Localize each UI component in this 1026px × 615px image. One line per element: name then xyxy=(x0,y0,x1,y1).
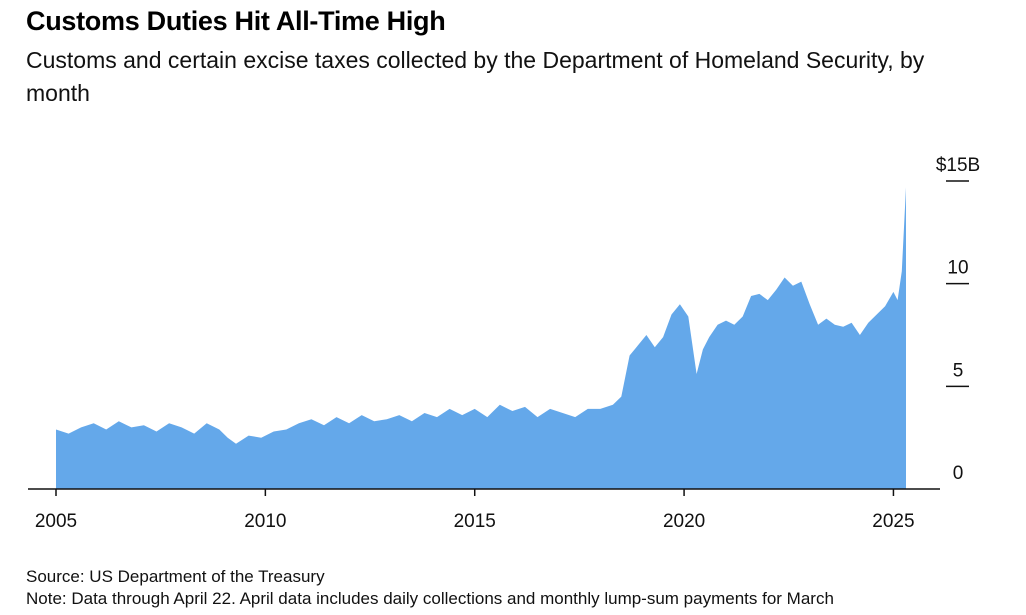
chart-title: Customs Duties Hit All-Time High xyxy=(26,6,446,36)
x-tick-label-2010: 2010 xyxy=(244,511,286,532)
x-tick-label-2015: 2015 xyxy=(454,511,496,532)
y-tick-label-5: 5 xyxy=(953,360,964,381)
y-tick-label-0: 0 xyxy=(953,463,964,484)
chart-subtitle: Customs and certain excise taxes collect… xyxy=(26,47,925,106)
data-note: Note: Data through April 22. April data … xyxy=(26,589,834,608)
source-note: Source: US Department of the Treasury xyxy=(26,567,325,586)
x-tick-label-2020: 2020 xyxy=(663,511,705,532)
x-tick-label-2005: 2005 xyxy=(35,511,77,532)
x-tick-label-2025: 2025 xyxy=(872,511,914,532)
y-tick-label-15: $15B xyxy=(936,155,980,176)
area-series-0 xyxy=(56,187,906,489)
y-tick-label-10: 10 xyxy=(947,258,968,279)
